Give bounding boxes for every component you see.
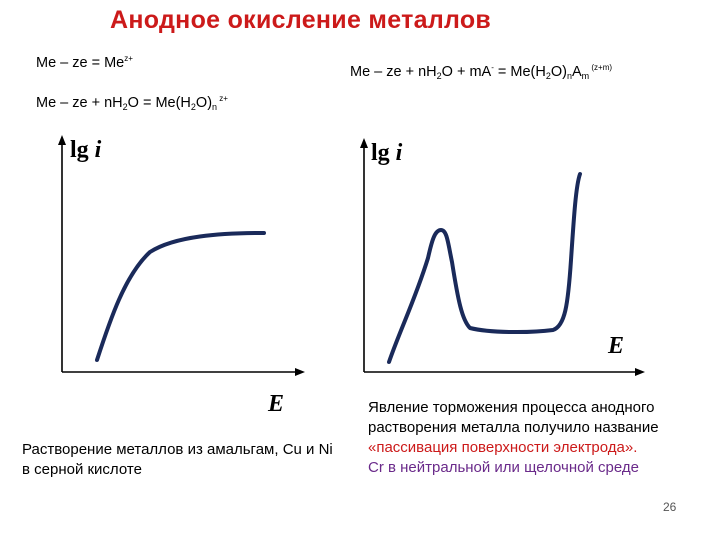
chromium-note: Cr в нейтральной или щелочной среде	[368, 459, 639, 476]
right-caption: Явление торможения процесса анодного рас…	[368, 399, 659, 476]
page-title: Анодное окисление металлов	[110, 6, 492, 34]
right-x-axis-label: E	[608, 333, 625, 359]
left-x-axis-label: E	[268, 391, 285, 417]
left-caption: Растворение металлов из амальгам, Cu и N…	[22, 441, 333, 478]
page-number: 26	[663, 500, 677, 514]
equation-1: Me – ze = Mez+	[36, 54, 133, 71]
equation-3: Me – ze + nH2O + mA- = Me(H2O)nAm (z+m)	[350, 63, 613, 81]
left-curve	[95, 231, 266, 362]
right-y-axis-label: lg i	[371, 140, 403, 166]
right-curve	[387, 172, 582, 364]
equation-2: Me – ze + nH2O = Me(H2O)n z+	[36, 94, 228, 112]
passivation-term: «пассивация поверхности электрода».	[368, 439, 638, 456]
left-y-axis-label: lg i	[70, 137, 102, 163]
